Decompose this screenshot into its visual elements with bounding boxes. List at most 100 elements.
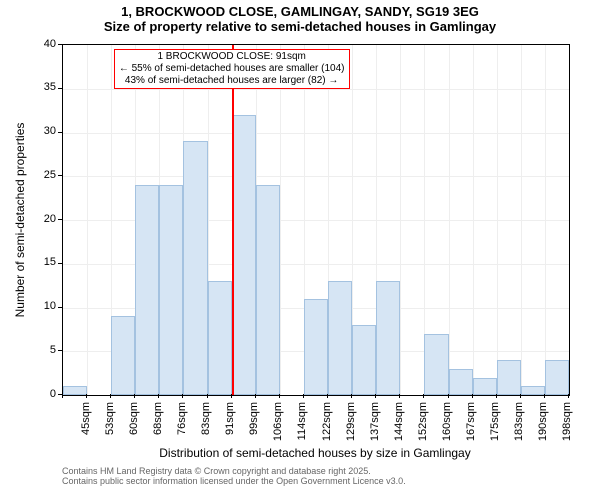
- y-tick-mark: [58, 307, 62, 308]
- histogram-bar: [232, 115, 256, 395]
- x-tick-label: 91sqm: [224, 402, 236, 442]
- histogram-bar: [352, 325, 376, 395]
- x-tick-mark: [472, 394, 473, 398]
- y-tick-mark: [58, 132, 62, 133]
- x-tick-mark: [520, 394, 521, 398]
- x-tick-mark: [375, 394, 376, 398]
- histogram-bar: [304, 299, 328, 395]
- x-tick-mark: [158, 394, 159, 398]
- histogram-bar: [159, 185, 183, 395]
- y-tick-mark: [58, 263, 62, 264]
- x-tick-label: 198sqm: [561, 402, 573, 442]
- x-tick-label: 175sqm: [489, 402, 501, 442]
- gridline-v: [545, 45, 546, 395]
- histogram-bar: [449, 369, 473, 395]
- histogram-bar: [63, 386, 87, 395]
- x-tick-mark: [327, 394, 328, 398]
- x-tick-label: 129sqm: [345, 402, 357, 442]
- x-tick-mark: [279, 394, 280, 398]
- histogram-bar: [183, 141, 207, 395]
- y-tick-label: 40: [26, 38, 56, 50]
- footer-line1: Contains HM Land Registry data © Crown c…: [62, 466, 406, 476]
- x-tick-mark: [399, 394, 400, 398]
- histogram-bar: [208, 281, 232, 395]
- gridline-v: [473, 45, 474, 395]
- x-tick-mark: [303, 394, 304, 398]
- x-tick-label: 167sqm: [465, 402, 477, 442]
- histogram-bar: [111, 316, 135, 395]
- gridline-v: [400, 45, 401, 395]
- x-tick-mark: [423, 394, 424, 398]
- x-tick-mark: [231, 394, 232, 398]
- x-tick-label: 76sqm: [176, 402, 188, 442]
- x-tick-label: 45sqm: [80, 402, 92, 442]
- marker-line: [232, 45, 234, 395]
- histogram-bar: [545, 360, 569, 395]
- y-tick-mark: [58, 175, 62, 176]
- histogram-bar: [256, 185, 280, 395]
- histogram-bar: [376, 281, 400, 395]
- x-tick-mark: [86, 394, 87, 398]
- gridline-v: [497, 45, 498, 395]
- x-tick-mark: [351, 394, 352, 398]
- figure-root: 1, BROCKWOOD CLOSE, GAMLINGAY, SANDY, SG…: [0, 0, 600, 500]
- x-tick-label: 53sqm: [104, 402, 116, 442]
- x-tick-label: 152sqm: [417, 402, 429, 442]
- info-box: 1 BROCKWOOD CLOSE: 91sqm← 55% of semi-de…: [114, 49, 350, 89]
- x-tick-mark: [448, 394, 449, 398]
- footer: Contains HM Land Registry data © Crown c…: [62, 466, 406, 487]
- y-tick-label: 35: [26, 81, 56, 93]
- y-tick-label: 5: [26, 344, 56, 356]
- y-tick-label: 25: [26, 169, 56, 181]
- gridline-h: [63, 176, 569, 177]
- y-tick-mark: [58, 219, 62, 220]
- x-tick-label: 60sqm: [128, 402, 140, 442]
- y-tick-mark: [58, 350, 62, 351]
- x-tick-label: 106sqm: [272, 402, 284, 442]
- y-tick-label: 20: [26, 213, 56, 225]
- histogram-bar: [424, 334, 448, 395]
- title-line2: Size of property relative to semi-detach…: [0, 19, 600, 34]
- histogram-bar: [135, 185, 159, 395]
- title-line1: 1, BROCKWOOD CLOSE, GAMLINGAY, SANDY, SG…: [0, 4, 600, 19]
- x-tick-label: 99sqm: [248, 402, 260, 442]
- y-axis-label: Number of semi-detached properties: [13, 45, 27, 395]
- y-tick-mark: [58, 44, 62, 45]
- x-tick-label: 83sqm: [200, 402, 212, 442]
- x-tick-label: 68sqm: [152, 402, 164, 442]
- histogram-bar: [521, 386, 545, 395]
- x-tick-label: 137sqm: [369, 402, 381, 442]
- histogram-bar: [328, 281, 352, 395]
- x-tick-mark: [255, 394, 256, 398]
- title-block: 1, BROCKWOOD CLOSE, GAMLINGAY, SANDY, SG…: [0, 4, 600, 34]
- x-tick-label: 122sqm: [321, 402, 333, 442]
- info-box-line3: 43% of semi-detached houses are larger (…: [119, 75, 345, 87]
- x-tick-mark: [134, 394, 135, 398]
- plot-area: 1 BROCKWOOD CLOSE: 91sqm← 55% of semi-de…: [62, 44, 570, 396]
- footer-line2: Contains public sector information licen…: [62, 476, 406, 486]
- info-box-line2: ← 55% of semi-detached houses are smalle…: [119, 63, 345, 75]
- y-tick-label: 0: [26, 388, 56, 400]
- x-tick-label: 183sqm: [513, 402, 525, 442]
- x-tick-label: 190sqm: [537, 402, 549, 442]
- x-tick-mark: [110, 394, 111, 398]
- y-tick-label: 30: [26, 125, 56, 137]
- gridline-h: [63, 133, 569, 134]
- histogram-bar: [473, 378, 497, 396]
- x-tick-label: 114sqm: [296, 402, 308, 442]
- y-tick-label: 15: [26, 256, 56, 268]
- y-tick-label: 10: [26, 300, 56, 312]
- x-axis-label: Distribution of semi-detached houses by …: [62, 446, 568, 460]
- y-tick-mark: [58, 88, 62, 89]
- x-tick-mark: [568, 394, 569, 398]
- info-box-line1: 1 BROCKWOOD CLOSE: 91sqm: [119, 51, 345, 63]
- histogram-bar: [497, 360, 521, 395]
- x-tick-mark: [496, 394, 497, 398]
- x-tick-mark: [544, 394, 545, 398]
- gridline-v: [87, 45, 88, 395]
- gridline-v: [449, 45, 450, 395]
- x-tick-label: 144sqm: [393, 402, 405, 442]
- x-tick-mark: [182, 394, 183, 398]
- x-tick-label: 160sqm: [441, 402, 453, 442]
- x-tick-mark: [207, 394, 208, 398]
